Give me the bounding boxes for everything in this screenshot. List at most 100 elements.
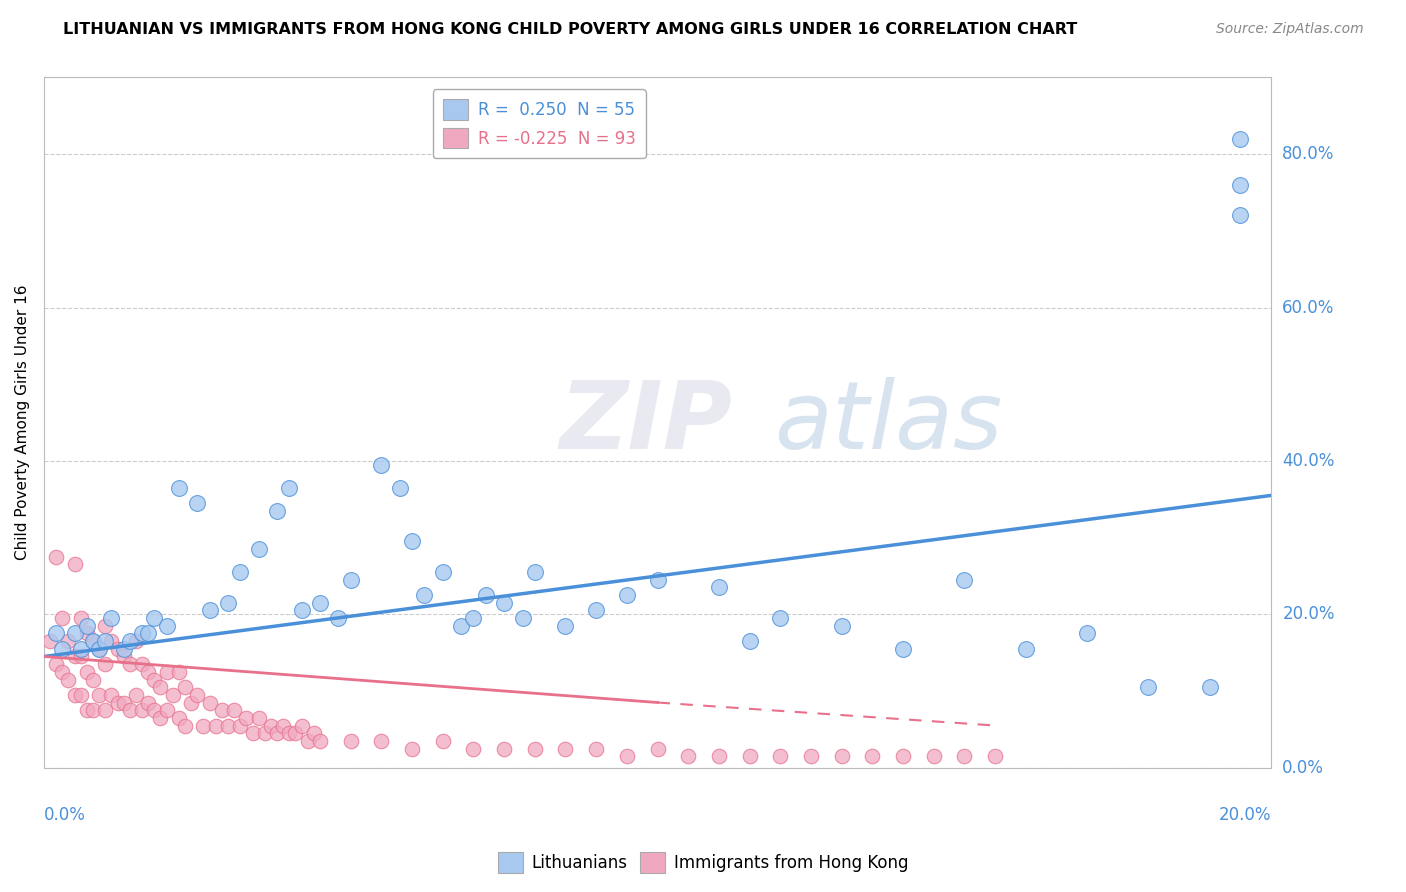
Point: [1198, 680, 1220, 694]
Point: [242, 726, 264, 740]
Point: [738, 634, 761, 648]
Point: [831, 749, 853, 764]
Point: [143, 611, 166, 625]
Point: [328, 611, 350, 625]
Point: [167, 711, 190, 725]
Point: [1229, 178, 1251, 192]
Point: [51, 665, 73, 679]
Point: [58, 634, 80, 648]
Point: [112, 649, 135, 664]
Legend: Lithuanians, Immigrants from Hong Kong: Lithuanians, Immigrants from Hong Kong: [491, 846, 915, 880]
Point: [860, 749, 883, 764]
Point: [69, 611, 91, 625]
Point: [94, 634, 117, 648]
Point: [224, 703, 246, 717]
Point: [112, 641, 135, 656]
Point: [94, 619, 117, 633]
Point: [143, 673, 166, 687]
Point: [1229, 132, 1251, 146]
Point: [107, 696, 129, 710]
Point: [211, 703, 233, 717]
Point: [100, 688, 122, 702]
Point: [512, 611, 534, 625]
Point: [339, 573, 361, 587]
Text: LITHUANIAN VS IMMIGRANTS FROM HONG KONG CHILD POVERTY AMONG GIRLS UNDER 16 CORRE: LITHUANIAN VS IMMIGRANTS FROM HONG KONG …: [63, 22, 1077, 37]
Point: [69, 688, 91, 702]
Point: [58, 673, 80, 687]
Point: [676, 749, 699, 764]
Point: [186, 496, 208, 510]
Point: [136, 665, 159, 679]
Point: [69, 649, 91, 664]
Point: [450, 619, 472, 633]
Point: [45, 549, 67, 564]
Point: [125, 634, 148, 648]
Point: [76, 626, 98, 640]
Point: [51, 641, 73, 656]
Legend: R =  0.250  N = 55, R = -0.225  N = 93: R = 0.250 N = 55, R = -0.225 N = 93: [433, 89, 645, 158]
Text: atlas: atlas: [775, 377, 1002, 468]
Text: 80.0%: 80.0%: [1282, 145, 1334, 163]
Point: [463, 611, 485, 625]
Point: [266, 504, 288, 518]
Point: [100, 611, 122, 625]
Point: [112, 696, 135, 710]
Text: 60.0%: 60.0%: [1282, 299, 1334, 317]
Point: [131, 703, 153, 717]
Text: 20.0%: 20.0%: [1219, 805, 1271, 823]
Point: [984, 749, 1007, 764]
Text: 0.0%: 0.0%: [44, 805, 86, 823]
Text: 0.0%: 0.0%: [1282, 759, 1324, 777]
Point: [39, 634, 62, 648]
Point: [118, 634, 141, 648]
Point: [831, 619, 853, 633]
Point: [401, 534, 423, 549]
Point: [156, 665, 179, 679]
Point: [136, 626, 159, 640]
Point: [82, 634, 104, 648]
Point: [217, 596, 239, 610]
Point: [432, 734, 454, 748]
Point: [463, 741, 485, 756]
Point: [76, 619, 98, 633]
Point: [284, 726, 307, 740]
Point: [647, 573, 669, 587]
Point: [235, 711, 257, 725]
Point: [800, 749, 823, 764]
Point: [707, 749, 730, 764]
Point: [51, 611, 73, 625]
Point: [1137, 680, 1160, 694]
Point: [370, 734, 392, 748]
Point: [118, 703, 141, 717]
Point: [229, 565, 252, 579]
Point: [616, 588, 638, 602]
Point: [82, 703, 104, 717]
Point: [131, 626, 153, 640]
Point: [585, 741, 607, 756]
Point: [87, 641, 110, 656]
Text: 40.0%: 40.0%: [1282, 452, 1334, 470]
Point: [707, 581, 730, 595]
Point: [432, 565, 454, 579]
Point: [204, 718, 226, 732]
Point: [413, 588, 436, 602]
Point: [523, 565, 546, 579]
Point: [953, 573, 976, 587]
Point: [143, 703, 166, 717]
Point: [302, 726, 325, 740]
Text: ZIP: ZIP: [560, 376, 733, 468]
Point: [647, 741, 669, 756]
Point: [156, 703, 179, 717]
Point: [76, 665, 98, 679]
Point: [1229, 209, 1251, 223]
Point: [186, 688, 208, 702]
Point: [63, 688, 86, 702]
Point: [616, 749, 638, 764]
Point: [554, 619, 576, 633]
Point: [63, 558, 86, 572]
Point: [69, 641, 91, 656]
Point: [309, 734, 332, 748]
Point: [167, 665, 190, 679]
Point: [229, 718, 252, 732]
Point: [136, 696, 159, 710]
